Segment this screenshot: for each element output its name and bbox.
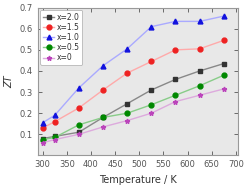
x=2.0: [222, 63, 225, 65]
x=1.5: [41, 127, 44, 129]
x=0: [126, 119, 129, 122]
x=2.0: [198, 70, 201, 72]
x=2.0: [174, 78, 177, 81]
X-axis label: Temperature / K: Temperature / K: [99, 175, 177, 185]
x=1.0: [101, 65, 104, 67]
x=1.5: [222, 39, 225, 42]
x=0: [150, 112, 153, 114]
x=1.0: [53, 114, 56, 116]
Line: x=0: x=0: [40, 87, 226, 145]
x=1.5: [53, 121, 56, 123]
x=1.0: [41, 122, 44, 124]
x=0.5: [53, 136, 56, 139]
x=1.5: [150, 60, 153, 63]
x=0: [222, 88, 225, 90]
x=2.0: [53, 135, 56, 138]
x=0.5: [41, 139, 44, 141]
x=1.0: [77, 87, 80, 89]
x=0: [101, 126, 104, 128]
x=1.0: [150, 26, 153, 28]
Y-axis label: ZT: ZT: [4, 75, 14, 88]
x=0.5: [77, 124, 80, 126]
x=0.5: [150, 104, 153, 106]
x=1.5: [77, 107, 80, 109]
x=1.5: [174, 49, 177, 51]
x=2.0: [101, 116, 104, 119]
x=1.0: [126, 48, 129, 50]
x=2.0: [150, 89, 153, 91]
x=0.5: [222, 74, 225, 76]
Legend: x=2.0, x=1.5, x=1.0, x=0.5, x=0: x=2.0, x=1.5, x=1.0, x=0.5, x=0: [40, 10, 82, 65]
x=1.5: [101, 89, 104, 91]
x=2.0: [126, 103, 129, 105]
Line: x=1.5: x=1.5: [40, 38, 226, 130]
x=0.5: [198, 85, 201, 87]
x=0: [41, 142, 44, 144]
Line: x=1.0: x=1.0: [40, 14, 226, 125]
x=1.5: [126, 72, 129, 74]
x=0: [77, 133, 80, 136]
x=1.0: [198, 20, 201, 22]
x=0: [53, 139, 56, 141]
Line: x=0.5: x=0.5: [40, 73, 226, 142]
x=2.0: [41, 137, 44, 140]
x=0.5: [174, 94, 177, 96]
x=0: [174, 101, 177, 103]
x=1.0: [222, 15, 225, 17]
x=0: [198, 94, 201, 96]
x=1.0: [174, 20, 177, 22]
x=2.0: [77, 131, 80, 133]
Line: x=2.0: x=2.0: [40, 61, 226, 141]
x=0.5: [101, 116, 104, 119]
x=1.5: [198, 48, 201, 50]
x=0.5: [126, 112, 129, 114]
